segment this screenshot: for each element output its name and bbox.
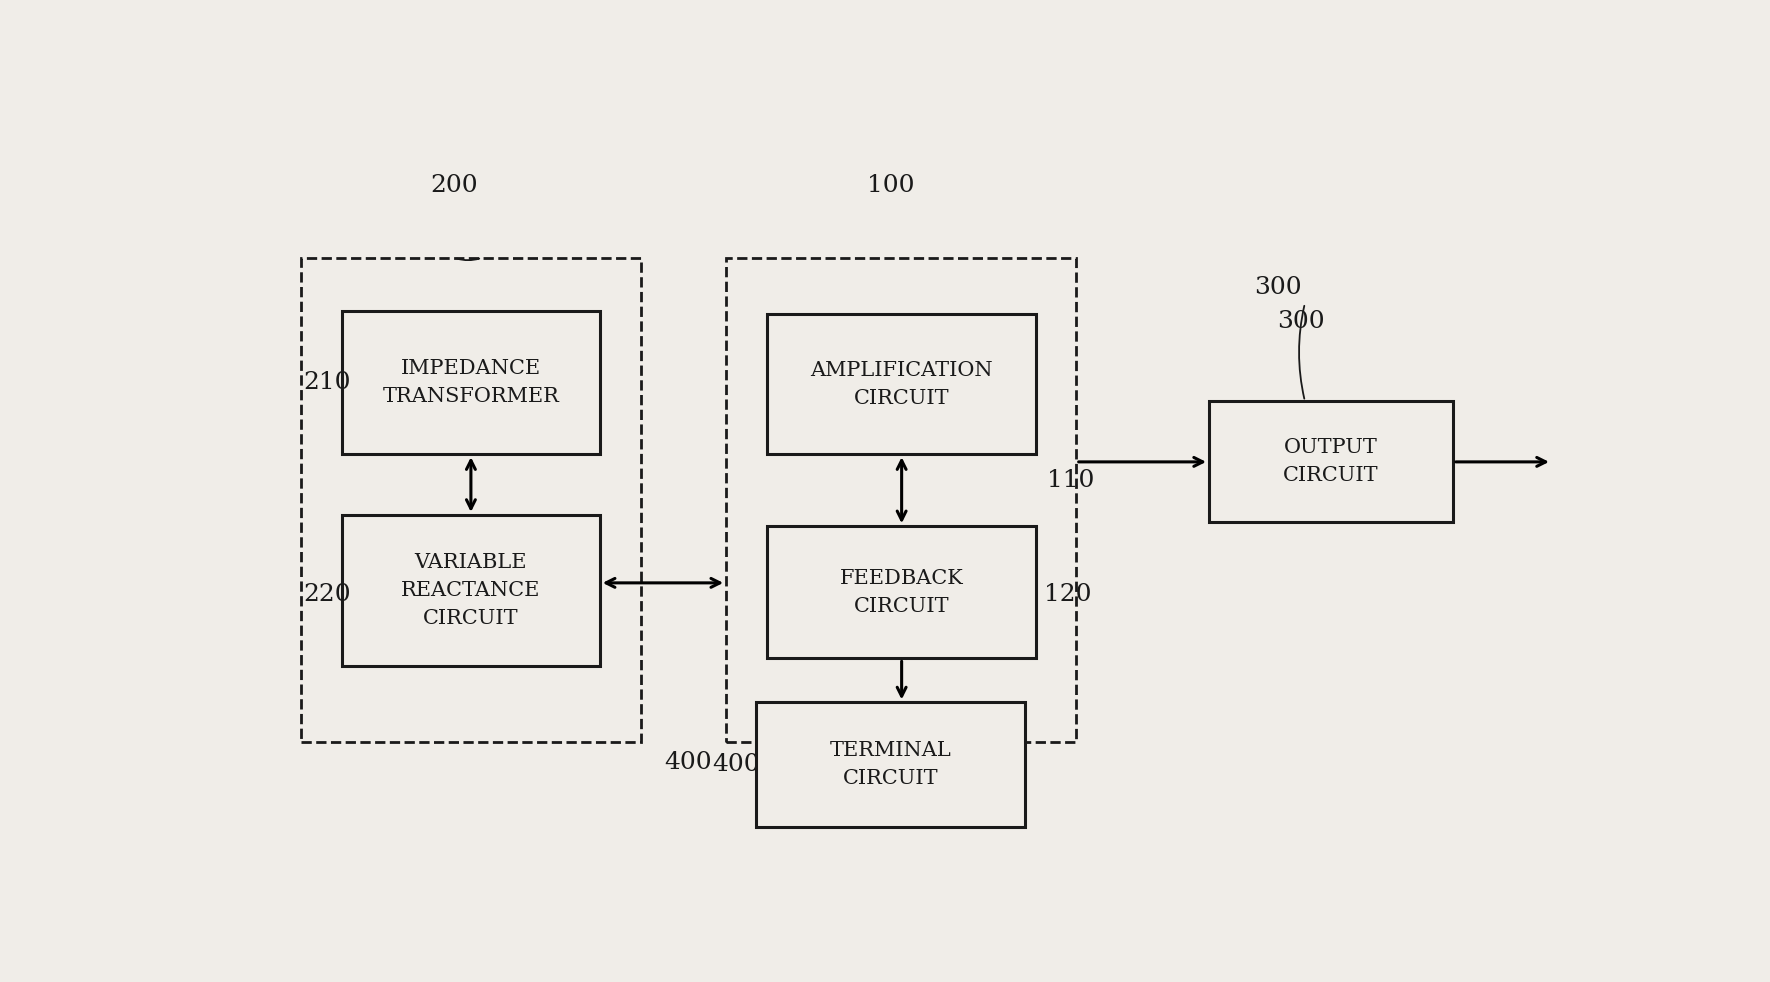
Text: 120: 120 bbox=[1044, 582, 1092, 606]
Bar bbox=[766, 314, 1035, 455]
Text: 210: 210 bbox=[304, 371, 350, 394]
Bar bbox=[1209, 402, 1453, 522]
Bar bbox=[342, 515, 600, 666]
Text: 300: 300 bbox=[1278, 310, 1326, 334]
Text: 220: 220 bbox=[304, 582, 350, 606]
Bar bbox=[766, 526, 1035, 659]
Text: VARIABLE
REACTANCE
CIRCUIT: VARIABLE REACTANCE CIRCUIT bbox=[402, 553, 540, 627]
Text: 400: 400 bbox=[712, 753, 759, 776]
Bar bbox=[726, 257, 1076, 741]
Bar bbox=[756, 702, 1025, 827]
Text: OUTPUT
CIRCUIT: OUTPUT CIRCUIT bbox=[1283, 438, 1379, 485]
Bar bbox=[342, 310, 600, 455]
Text: 400: 400 bbox=[666, 750, 712, 774]
Bar bbox=[301, 257, 641, 741]
Text: 100: 100 bbox=[867, 174, 915, 197]
Text: TERMINAL
CIRCUIT: TERMINAL CIRCUIT bbox=[830, 741, 952, 789]
Text: 300: 300 bbox=[1253, 276, 1301, 300]
Text: IMPEDANCE
TRANSFORMER: IMPEDANCE TRANSFORMER bbox=[382, 359, 559, 406]
Text: FEEDBACK
CIRCUIT: FEEDBACK CIRCUIT bbox=[839, 569, 963, 616]
Text: AMPLIFICATION
CIRCUIT: AMPLIFICATION CIRCUIT bbox=[811, 360, 993, 408]
Text: 110: 110 bbox=[1048, 469, 1094, 492]
Text: 200: 200 bbox=[430, 174, 478, 197]
